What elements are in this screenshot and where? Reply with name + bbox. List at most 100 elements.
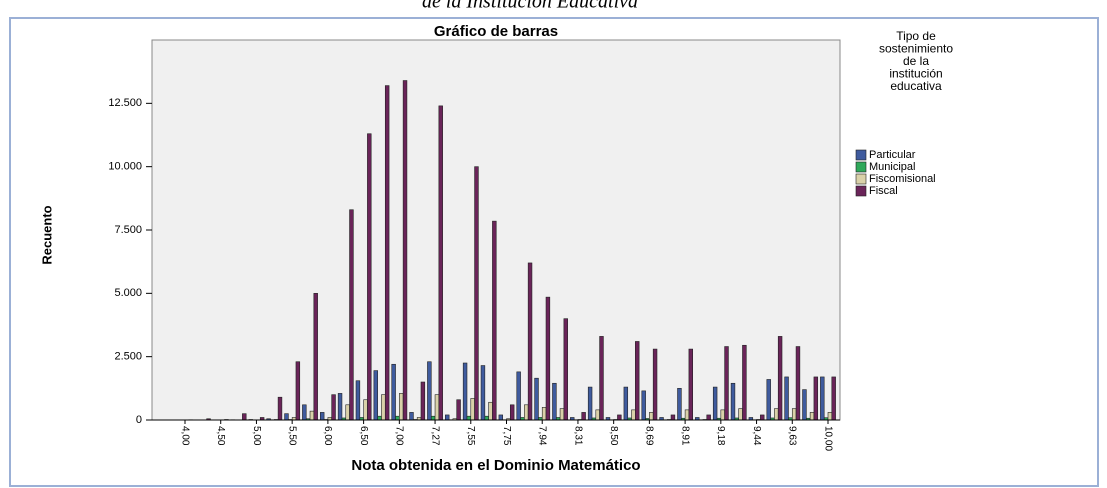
header-text: de la Institución Educativa [422, 0, 638, 13]
bar [617, 414, 622, 421]
bar [462, 362, 468, 421]
x-tick-label: 7,00 [394, 426, 405, 446]
bar [377, 415, 382, 421]
bar [760, 414, 765, 421]
legend-title: educativa [890, 79, 942, 93]
x-tick-label: 9,63 [787, 426, 798, 446]
x-tick-label: 4,00 [179, 426, 190, 446]
x-tick-label: 9,44 [751, 426, 762, 446]
bar [635, 341, 640, 421]
y-tick-label: 2.500 [114, 351, 142, 363]
legend-label: Municipal [869, 161, 915, 173]
bar [509, 404, 515, 421]
bar [712, 386, 718, 421]
x-tick-label: 7,94 [537, 426, 548, 446]
x-tick-label: 7,27 [429, 426, 440, 446]
bar [738, 408, 743, 421]
bar [242, 413, 247, 421]
bar [652, 348, 658, 421]
bar [688, 348, 694, 421]
bar [795, 346, 801, 421]
bar [470, 398, 475, 421]
bar [302, 404, 307, 421]
bar [813, 376, 819, 421]
bar [474, 166, 479, 421]
x-tick-label: 6,00 [322, 426, 333, 446]
legend-swatch [855, 173, 867, 185]
bar [391, 363, 396, 421]
bar [524, 404, 529, 421]
x-tick-label: 7,55 [465, 426, 476, 446]
bar [527, 262, 533, 421]
x-tick-label: 8,69 [644, 426, 655, 446]
bar [559, 408, 565, 421]
x-tick-label: 5,50 [287, 426, 298, 446]
legend-swatch [855, 149, 867, 161]
bar [480, 365, 486, 421]
bar [367, 133, 372, 421]
bar [402, 80, 408, 421]
bar [484, 415, 489, 421]
bar [641, 390, 646, 421]
y-tick-label: 12.500 [108, 97, 142, 109]
legend-title: de la [903, 54, 929, 68]
bar [399, 393, 404, 421]
bar [438, 105, 443, 421]
bar [534, 377, 539, 421]
bar [720, 409, 725, 421]
bar [331, 394, 336, 421]
bar [545, 296, 551, 421]
x-tick-label: 8,31 [572, 426, 583, 446]
y-tick-label: 10.000 [108, 161, 142, 173]
x-tick-label: 4,50 [215, 426, 226, 446]
x-tick-label: 8,91 [679, 426, 690, 446]
frame [9, 17, 1099, 487]
bar [395, 415, 400, 421]
bar [802, 389, 807, 421]
bar [809, 412, 815, 421]
bar [820, 376, 825, 421]
bar [381, 394, 386, 421]
x-tick-label: 6,50 [358, 426, 369, 446]
bar [670, 414, 676, 421]
bar [516, 371, 521, 421]
bar [649, 412, 654, 421]
bar [599, 336, 604, 421]
y-tick-label: 0 [136, 414, 142, 426]
bar [742, 344, 747, 421]
x-tick-label: 9,18 [715, 426, 726, 446]
bar [706, 414, 711, 421]
bar [373, 370, 378, 421]
y-tick-label: 7.500 [114, 224, 142, 236]
bar [355, 380, 361, 421]
bar [784, 376, 789, 421]
bar [319, 412, 325, 421]
bar [791, 408, 797, 421]
bar [466, 415, 472, 421]
bar [456, 399, 461, 421]
bar [295, 361, 301, 421]
x-axis-label: Nota obtenida en el Dominio Matemático [351, 457, 640, 474]
bar [587, 386, 593, 421]
bar [498, 414, 504, 421]
legend-label: Particular [869, 149, 916, 161]
bar [277, 396, 283, 421]
bar [541, 407, 547, 421]
x-tick-label: 5,00 [251, 426, 262, 446]
bar [420, 381, 426, 421]
bar [284, 413, 289, 421]
x-tick-label: 10,00 [822, 426, 833, 451]
bar [427, 361, 432, 421]
bar [313, 293, 318, 421]
bar [445, 414, 450, 421]
legend-label: Fiscal [869, 185, 898, 197]
bar [581, 412, 586, 421]
bar [492, 220, 497, 421]
legend-label: Fiscomisional [869, 173, 936, 185]
x-tick-label: 8,50 [608, 426, 619, 446]
bar [766, 379, 771, 421]
bar [623, 386, 629, 421]
bar [677, 388, 682, 421]
bar [777, 336, 783, 421]
bar [384, 85, 390, 421]
